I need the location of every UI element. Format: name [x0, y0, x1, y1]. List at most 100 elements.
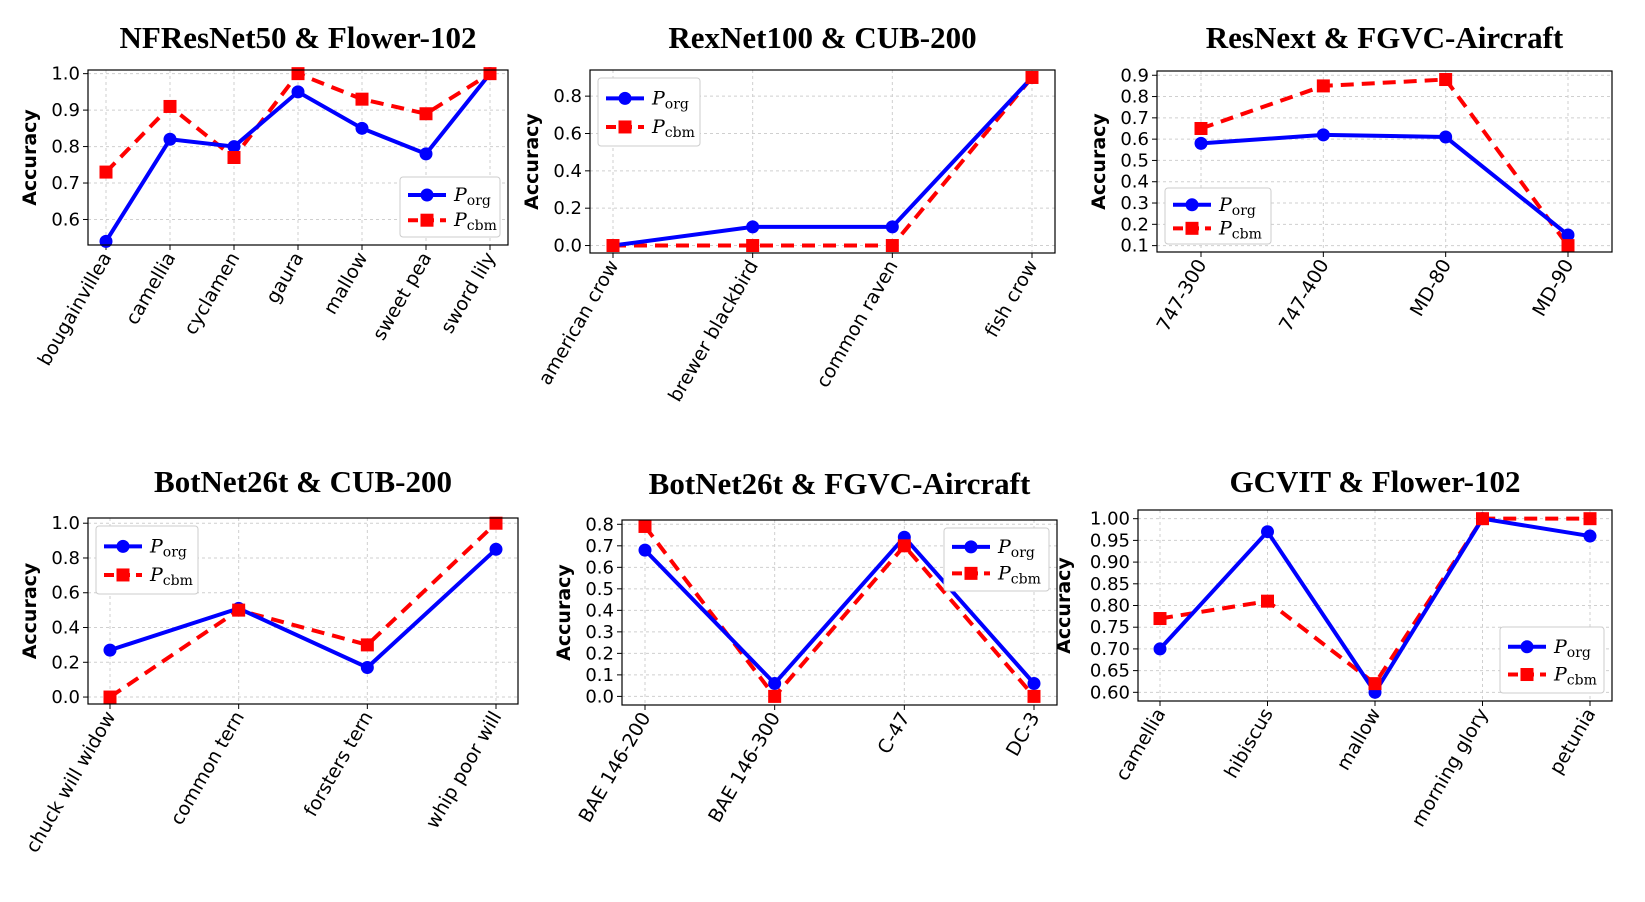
y-tick-label: 0.4 — [51, 618, 80, 639]
point-org — [163, 132, 177, 146]
x-tick-label: C-47 — [873, 709, 914, 758]
y-tick-label: 0.7 — [1120, 108, 1149, 129]
point-cbm — [1153, 612, 1167, 626]
legend-label-org: Porg — [997, 536, 1035, 561]
y-tick-label: 0.3 — [585, 622, 614, 643]
point-org — [227, 140, 241, 154]
legend-marker-cbm — [1520, 668, 1534, 682]
legend-label-cbm: Pcbm — [1553, 664, 1597, 689]
x-tick-label: bougainvillea — [34, 249, 117, 370]
x-tick-label: fish crow — [981, 257, 1043, 342]
legend-label-cbm: Pcbm — [997, 562, 1041, 587]
y-tick-label: 0.8 — [1120, 87, 1149, 108]
x-tick-label: MD-80 — [1406, 256, 1456, 321]
point-cbm — [1439, 73, 1453, 87]
point-cbm — [1025, 70, 1039, 84]
point-cbm — [746, 239, 760, 253]
x-tick-label: 747-300 — [1153, 256, 1212, 336]
point-org — [1153, 642, 1167, 656]
plot-frame — [589, 69, 1056, 254]
x-tick-label: brewer blackbird — [664, 257, 763, 406]
y-tick-label: 0.1 — [1120, 236, 1149, 257]
x-tick-label: common tern — [166, 708, 249, 829]
y-tick-label: 1.0 — [51, 513, 80, 534]
y-tick-label: 0.4 — [553, 161, 582, 182]
y-tick-label: 0.9 — [1120, 65, 1149, 86]
chart-title: BotNet26t & CUB-200 — [154, 464, 452, 499]
y-tick-label: 0.8 — [51, 137, 80, 158]
series-line-cbm — [613, 76, 1034, 248]
x-tick-label: hibiscus — [1220, 705, 1278, 783]
y-tick-label: 0.0 — [553, 236, 582, 257]
y-axis-label: Accuracy — [1053, 557, 1075, 654]
y-tick-label: 0.6 — [51, 209, 80, 230]
y-tick-label: 0.4 — [585, 600, 614, 621]
y-tick-label: 0.85 — [1090, 574, 1130, 595]
point-cbm — [355, 92, 369, 106]
point-org — [1583, 529, 1597, 543]
x-tick-label: mallow — [319, 249, 372, 319]
point-cbm — [163, 99, 177, 113]
y-tick-label: 0.7 — [51, 173, 80, 194]
chart-title: GCVIT & Flower-102 — [1229, 464, 1520, 499]
legend-label-cbm: Pcbm — [149, 564, 193, 589]
legend-marker-org — [420, 188, 434, 202]
x-tick-label: DC-3 — [1002, 709, 1044, 761]
y-axis-label: Accuracy — [1088, 113, 1110, 210]
legend-label-org: Porg — [149, 535, 187, 560]
point-cbm — [1316, 79, 1330, 93]
series-line-cbm — [1200, 77, 1570, 247]
series-line-cbm — [643, 525, 1036, 700]
point-cbm — [103, 690, 117, 704]
legend-marker-org — [116, 539, 130, 553]
y-tick-label: 0.6 — [51, 583, 80, 604]
point-org — [1261, 525, 1274, 539]
point-org — [638, 543, 652, 557]
y-tick-label: 0.2 — [585, 643, 614, 664]
point-cbm — [227, 151, 241, 164]
y-tick-label: 0.5 — [585, 579, 614, 600]
legend-label-org: Porg — [1553, 636, 1591, 661]
y-tick-label: 0.9 — [51, 100, 80, 121]
x-tick-label: BAE 146-300 — [704, 709, 785, 827]
series-line-org — [612, 76, 1034, 248]
point-org — [1439, 130, 1453, 144]
point-cbm — [1261, 594, 1274, 608]
x-tick-label: american crow — [534, 257, 623, 389]
plot-frame — [87, 69, 509, 246]
x-tick-label: morning glory — [1407, 705, 1493, 831]
plot-frame — [1156, 70, 1613, 253]
chart-title: RexNet100 & CUB-200 — [668, 20, 976, 55]
point-cbm — [638, 519, 652, 533]
point-cbm — [99, 165, 113, 179]
legend-label-org: Porg — [651, 87, 689, 112]
point-cbm — [885, 239, 899, 253]
point-org — [746, 220, 760, 234]
legend-label-org: Porg — [1218, 194, 1256, 219]
point-cbm — [483, 67, 497, 81]
legend-label-cbm: Pcbm — [651, 116, 695, 141]
chart-panel-2: RexNet100 & CUB-200 0.0 0.2 0.4 0.6 0.8 americ… — [521, 20, 1056, 406]
y-tick-label: 0.3 — [1120, 193, 1149, 214]
y-tick-label: 0.0 — [51, 687, 80, 708]
point-org — [99, 234, 113, 248]
point-org — [1194, 136, 1208, 150]
point-org — [1561, 228, 1575, 242]
legend-marker-cbm — [116, 568, 130, 582]
y-axis-label: Accuracy — [19, 109, 41, 206]
y-tick-label: 0.0 — [585, 686, 614, 707]
point-cbm — [1561, 239, 1575, 253]
point-org — [103, 643, 117, 657]
point-org — [768, 676, 782, 690]
x-tick-label: chuck will widow — [22, 708, 121, 857]
point-cbm — [360, 638, 374, 652]
x-tick-label: sweet pea — [368, 249, 436, 345]
y-tick-label: 0.70 — [1090, 639, 1130, 660]
y-tick-label: 0.90 — [1090, 552, 1130, 573]
x-tick-label: whip poor will — [422, 708, 507, 833]
chart-panel-5: BotNet26t & FGVC-Aircraft 0.00.10.20.30.4… — [553, 466, 1058, 827]
point-cbm — [489, 516, 503, 530]
x-tick-label: BAE 146-200 — [575, 709, 656, 827]
